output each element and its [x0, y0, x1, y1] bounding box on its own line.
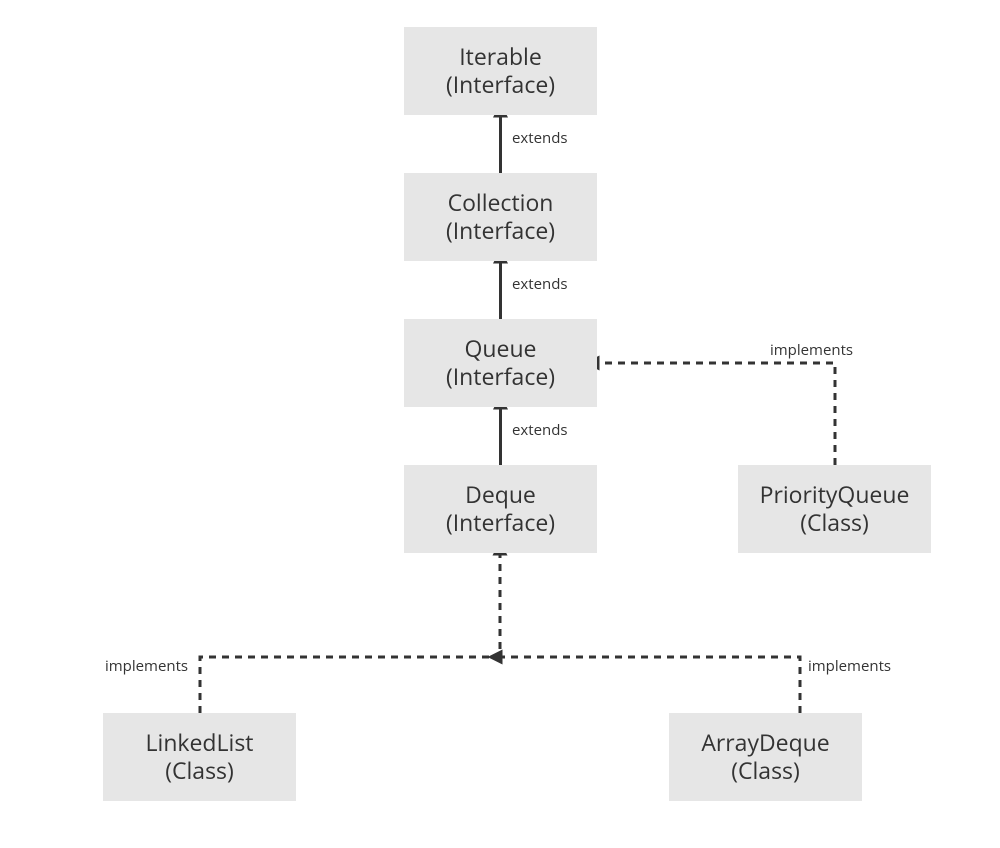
edge-label-arraydeque-to-deque: implements [808, 656, 891, 676]
node-queue-subtitle: (Interface) [446, 363, 555, 391]
node-queue-title: Queue [465, 335, 537, 363]
edge-linkedlist-to-deque [200, 553, 500, 713]
node-linkedlist: LinkedList(Class) [103, 713, 296, 801]
node-arraydeque: ArrayDeque(Class) [669, 713, 862, 801]
edge-arraydeque-to-deque [500, 657, 800, 713]
node-collection-title: Collection [448, 189, 554, 217]
node-arraydeque-subtitle: (Class) [731, 757, 800, 785]
edge-label-priorityqueue-to-queue: implements [770, 340, 853, 360]
node-priorityqueue-title: PriorityQueue [760, 481, 910, 509]
edge-priorityqueue-to-queue [597, 363, 835, 465]
node-collection-subtitle: (Interface) [446, 217, 555, 245]
edge-label-queue-to-collection: extends [512, 274, 568, 294]
node-linkedlist-title: LinkedList [146, 729, 254, 757]
edge-label-deque-to-queue: extends [512, 420, 568, 440]
edge-label-linkedlist-to-deque: implements [105, 656, 188, 676]
node-queue: Queue(Interface) [404, 319, 597, 407]
node-priorityqueue-subtitle: (Class) [800, 509, 869, 537]
node-deque-title: Deque [465, 481, 536, 509]
node-arraydeque-title: ArrayDeque [701, 729, 829, 757]
node-deque: Deque(Interface) [404, 465, 597, 553]
node-priorityqueue: PriorityQueue(Class) [738, 465, 931, 553]
node-iterable-subtitle: (Interface) [446, 71, 555, 99]
edge-label-collection-to-iterable: extends [512, 128, 568, 148]
node-linkedlist-subtitle: (Class) [165, 757, 234, 785]
node-iterable: Iterable(Interface) [404, 27, 597, 115]
node-collection: Collection(Interface) [404, 173, 597, 261]
node-iterable-title: Iterable [459, 43, 542, 71]
node-deque-subtitle: (Interface) [446, 509, 555, 537]
